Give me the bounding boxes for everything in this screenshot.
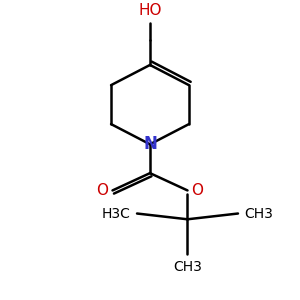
Text: CH3: CH3	[173, 260, 202, 274]
Text: CH3: CH3	[244, 206, 273, 220]
Text: H3C: H3C	[102, 206, 131, 220]
Text: O: O	[96, 183, 108, 198]
Text: O: O	[192, 183, 204, 198]
Text: N: N	[143, 135, 157, 153]
Text: HO: HO	[138, 3, 162, 18]
